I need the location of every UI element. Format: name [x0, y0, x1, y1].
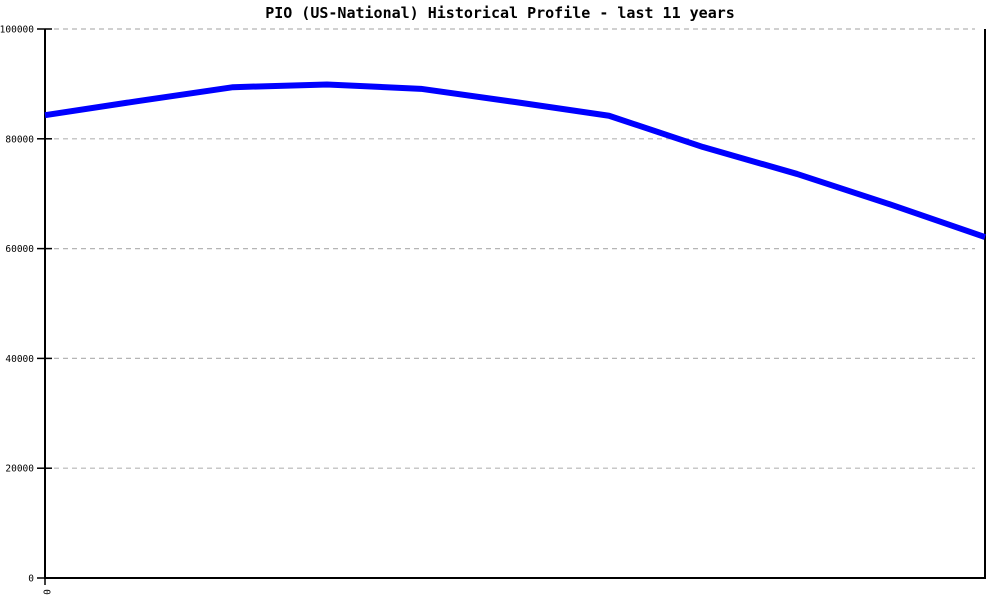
y-tick-label: 40000: [5, 354, 34, 365]
series-line: [44, 81, 986, 240]
chart-title: PIO (US-National) Historical Profile - l…: [265, 4, 735, 22]
y-tick-label: 60000: [5, 244, 34, 255]
x-tick-label: 0: [41, 589, 52, 595]
y-tick-label: 80000: [5, 134, 34, 145]
y-tick-label: 0: [28, 574, 34, 585]
y-tick-label: 100000: [0, 25, 34, 36]
y-tick-label: 20000: [5, 464, 34, 475]
